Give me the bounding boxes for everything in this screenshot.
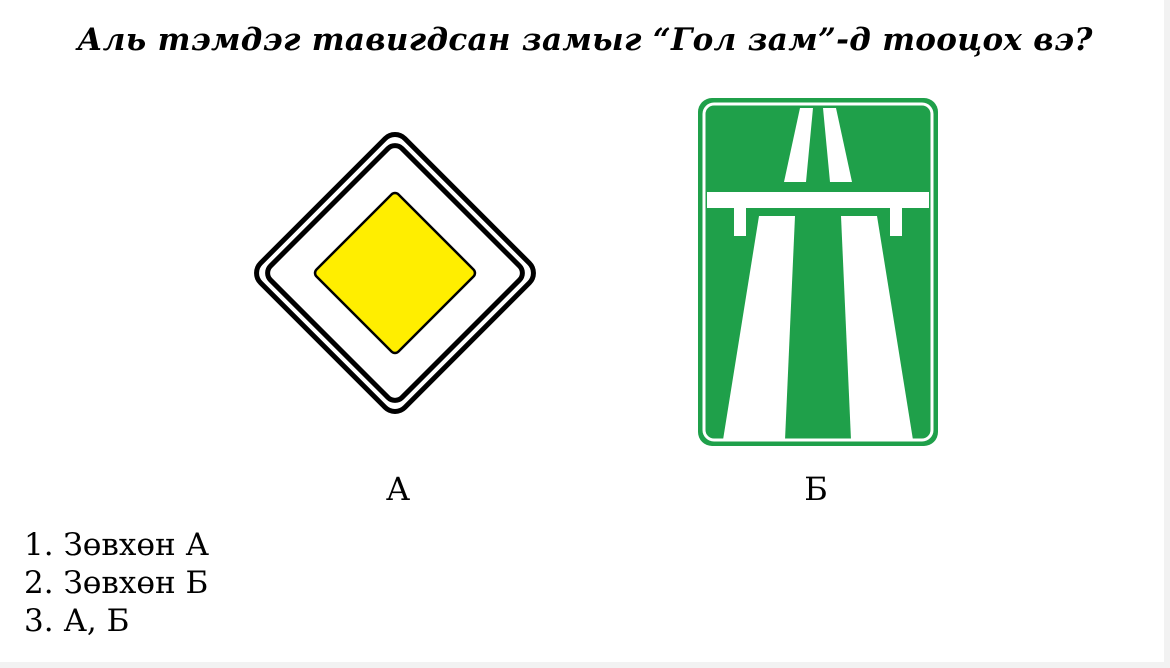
answer-text: Зөвхөн А [63, 527, 210, 563]
answer-option-2[interactable]: 2. Зөвхөн Б [24, 564, 209, 602]
sign-a-label: А [385, 470, 411, 508]
answer-number: 2. [24, 565, 54, 601]
answer-text: Зөвхөн Б [63, 565, 209, 601]
motorway-sign-icon [698, 98, 938, 446]
answer-text: А, Б [63, 603, 130, 639]
answer-list: 1. Зөвхөн А 2. Зөвхөн Б 3. А, Б [24, 526, 209, 640]
answer-option-1[interactable]: 1. Зөвхөн А [24, 526, 209, 564]
answer-number: 3. [24, 603, 54, 639]
answer-number: 1. [24, 527, 54, 563]
question-text: Аль тэмдэг тавигдсан замыг “Гол зам”-д т… [77, 22, 1093, 58]
answer-option-3[interactable]: 3. А, Б [24, 602, 209, 640]
main-road-sign-icon [254, 132, 536, 414]
sign-b-label: Б [804, 470, 828, 508]
